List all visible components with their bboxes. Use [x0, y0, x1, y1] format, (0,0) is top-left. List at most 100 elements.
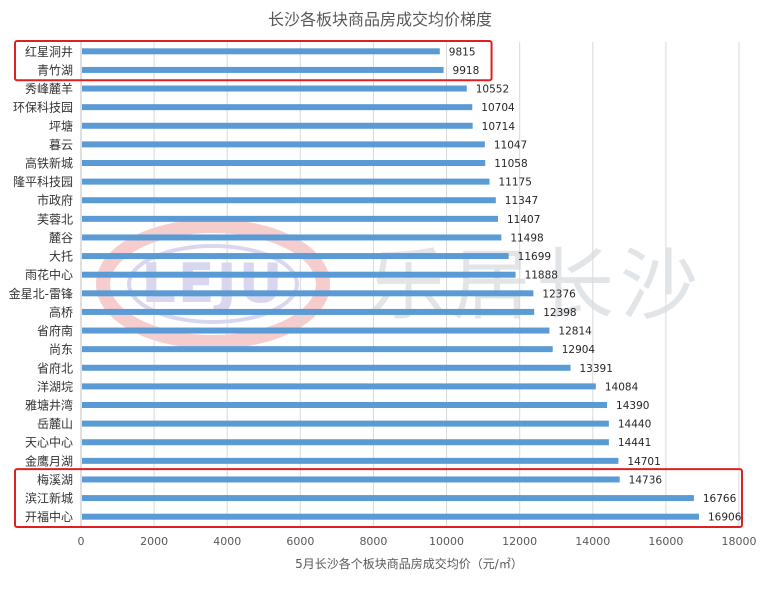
bar	[82, 327, 550, 334]
category-label: 梅溪湖	[37, 472, 73, 487]
category-label: 省府北	[37, 360, 73, 375]
x-tick-label: 16000	[648, 535, 683, 548]
data-label: 12376	[542, 288, 576, 300]
x-tick-label: 10000	[429, 535, 464, 548]
data-label: 10552	[476, 84, 509, 96]
leju-watermark-logo: LEJU 乐居长沙	[96, 219, 698, 349]
category-label: 开福中心	[25, 509, 73, 524]
data-label: 11047	[494, 139, 527, 151]
data-label: 11175	[499, 177, 532, 189]
x-tick-label: 6000	[286, 535, 314, 548]
category-label: 雅塘井湾	[25, 398, 73, 413]
x-tick-label: 12000	[502, 535, 537, 548]
category-label: 麓谷	[49, 231, 73, 245]
data-label: 14440	[618, 419, 651, 431]
data-label: 9918	[453, 65, 480, 77]
category-label: 大托	[49, 250, 73, 264]
highlight-box	[14, 468, 743, 528]
x-tick-label: 14000	[575, 535, 610, 548]
bar	[82, 215, 498, 222]
category-label: 红星洞井	[25, 44, 73, 59]
bar	[82, 346, 553, 353]
data-label: 13391	[580, 363, 613, 375]
data-label: 12814	[558, 326, 592, 338]
data-label: 10714	[482, 121, 516, 133]
x-tick-label: 8000	[359, 535, 387, 548]
labels: 红星洞井 9815 青竹湖 9918 秀峰麓羊 10552 环保科技园 10704 坪塘 1071…	[9, 44, 742, 524]
bar	[82, 66, 444, 73]
bar	[82, 48, 440, 55]
category-label: 高桥	[49, 304, 73, 319]
category-label: 洋湖垸	[37, 379, 73, 394]
x-tick-label: 2000	[140, 535, 168, 548]
bar	[82, 290, 534, 297]
bar	[82, 104, 473, 111]
data-label: 14441	[618, 437, 651, 449]
data-label: 12398	[543, 307, 576, 319]
bar	[82, 85, 467, 92]
bar	[82, 141, 485, 148]
category-label: 高铁新城	[25, 156, 73, 171]
bar	[82, 439, 609, 446]
chart-title: 长沙各板块商品房成交均价梯度	[268, 10, 492, 29]
bar	[82, 253, 509, 260]
bar	[82, 457, 619, 464]
data-label: 11699	[518, 251, 551, 263]
data-label: 14701	[627, 456, 660, 468]
x-tick-label: 4000	[213, 535, 241, 548]
data-label: 10704	[481, 102, 515, 114]
x-axis-title: 5月长沙各个板块商品房成交均价（元/㎡）	[295, 556, 523, 571]
axes: 0 2000 4000 6000 8000 10000 12000 14000 16000 180…	[78, 42, 757, 548]
data-label: 14390	[616, 400, 649, 412]
x-tick-label: 0	[78, 535, 85, 548]
bar	[82, 364, 571, 371]
bar	[82, 383, 596, 390]
category-label: 天心中心	[25, 435, 73, 450]
category-label: 雨花中心	[25, 267, 73, 282]
data-label: 11407	[507, 214, 540, 226]
gridlines	[153, 42, 740, 526]
category-label: 暮云	[49, 138, 73, 152]
category-label: 环保科技园	[13, 101, 73, 115]
bar	[82, 122, 473, 129]
category-label: 岳麓山	[37, 417, 73, 431]
bar	[82, 420, 609, 427]
category-label: 金星北-雷锋	[9, 286, 73, 301]
category-label: 金鹰月湖	[25, 453, 73, 468]
category-label: 尚东	[49, 343, 73, 357]
x-tick-label: 18000	[722, 535, 757, 548]
category-label: 秀峰麓羊	[25, 81, 73, 96]
bar	[82, 178, 490, 185]
bar	[82, 234, 502, 241]
highlight-boxes	[14, 40, 743, 528]
data-label: 16766	[703, 493, 737, 505]
data-label: 12904	[562, 344, 596, 356]
data-label: 11058	[494, 158, 527, 170]
bar	[82, 197, 496, 204]
data-label: 11347	[505, 195, 538, 207]
highlight-box	[14, 40, 493, 82]
data-label: 14736	[629, 474, 663, 486]
category-label: 省府南	[37, 323, 73, 338]
category-label: 坪塘	[49, 118, 73, 133]
bar	[82, 271, 516, 278]
category-label: 滨江新城	[25, 491, 73, 506]
bar	[82, 476, 620, 483]
bar	[82, 402, 608, 408]
category-label: 青竹湖	[37, 62, 73, 77]
bar	[82, 495, 694, 502]
bar	[82, 513, 700, 520]
data-label: 16906	[708, 512, 742, 524]
svg-text:LEJU: LEJU	[141, 252, 284, 315]
data-label: 9815	[449, 46, 476, 58]
category-label: 芙蓉北	[37, 212, 73, 226]
category-label: 隆平科技园	[13, 174, 73, 189]
data-label: 11888	[525, 270, 558, 282]
data-label: 14084	[605, 381, 639, 393]
bar	[82, 308, 535, 315]
category-label: 市政府	[37, 193, 73, 208]
data-label: 11498	[510, 232, 543, 244]
bars	[82, 48, 700, 520]
